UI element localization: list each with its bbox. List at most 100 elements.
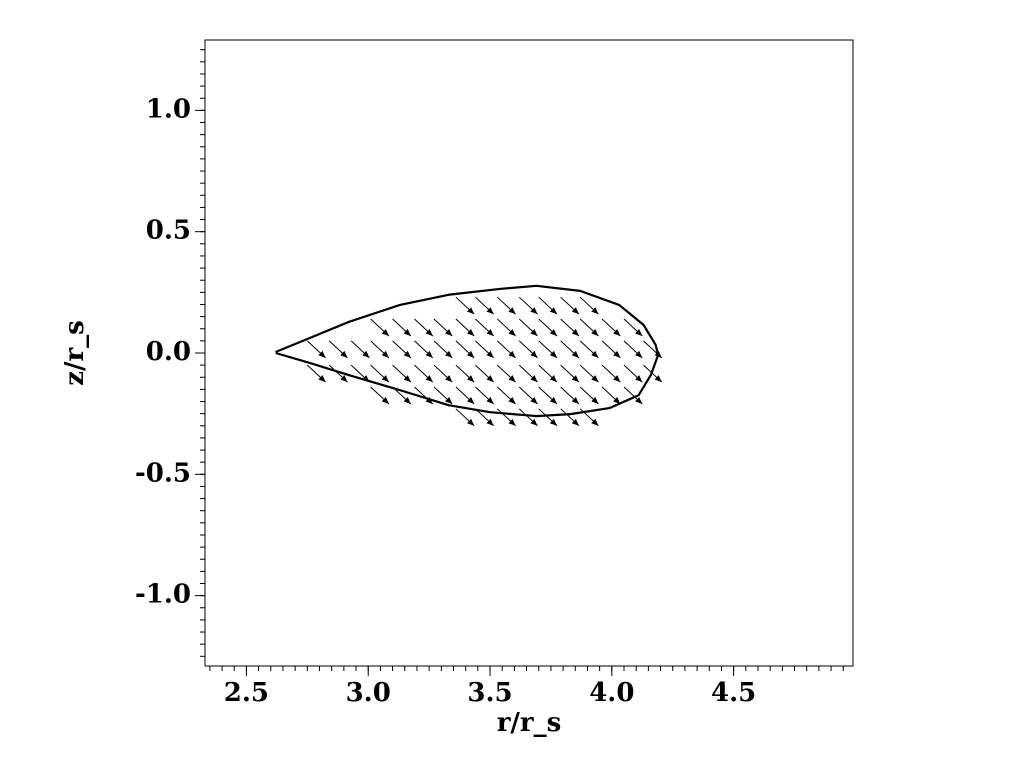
arrow-head: [508, 418, 516, 426]
arrow-head: [403, 350, 411, 358]
arrow-head: [467, 307, 475, 315]
arrow: [518, 296, 538, 315]
y-tick-label: 0.5: [146, 216, 191, 246]
arrow-head: [486, 396, 494, 404]
arrow-head: [571, 418, 579, 426]
arrow-head: [654, 350, 662, 358]
arrow-head: [486, 350, 494, 358]
arrow-head: [508, 375, 516, 383]
arrow: [455, 318, 475, 337]
y-axis-label: z/r_s: [60, 320, 90, 386]
arrow: [601, 318, 621, 337]
arrow-head: [467, 396, 475, 404]
arrow-head: [530, 350, 538, 358]
arrow-head: [635, 350, 643, 358]
arrow-head: [508, 396, 516, 404]
arrow-head: [530, 329, 538, 337]
arrow: [601, 340, 621, 359]
arrow-head: [425, 375, 433, 383]
arrow: [306, 364, 326, 383]
arrow-head: [318, 375, 326, 383]
arrow: [392, 340, 412, 359]
arrow-head: [549, 350, 558, 358]
arrow-head: [549, 375, 558, 383]
arrow-head: [549, 307, 558, 315]
arrow-head: [571, 307, 579, 315]
arrow: [370, 386, 390, 405]
arrow: [455, 408, 475, 427]
arrow: [538, 408, 558, 427]
arrow: [518, 408, 538, 427]
arrow: [328, 364, 348, 383]
arrow: [538, 318, 558, 337]
arrow-head: [571, 350, 579, 358]
arrow: [392, 318, 412, 337]
arrow-head: [486, 329, 494, 337]
arrow-head: [381, 350, 389, 358]
arrow-head: [486, 418, 494, 426]
arrow-head: [318, 350, 326, 358]
arrow: [560, 386, 580, 405]
arrow-head: [467, 329, 475, 337]
arrow-head: [467, 350, 475, 358]
arrow: [643, 364, 663, 383]
arrow: [560, 408, 580, 427]
x-tick-label: 2.5: [224, 678, 269, 708]
arrow: [475, 340, 495, 359]
arrow: [623, 318, 643, 337]
arrow: [518, 318, 538, 337]
arrow-head: [613, 329, 621, 337]
arrow: [538, 386, 558, 405]
arrow-head: [486, 307, 494, 315]
arrow: [496, 296, 516, 315]
arrow: [414, 364, 434, 383]
arrow-head: [591, 329, 599, 337]
arrow: [623, 364, 643, 383]
arrow: [433, 386, 453, 405]
arrow: [560, 364, 580, 383]
arrow: [433, 318, 453, 337]
y-tick-label: -0.5: [135, 458, 191, 488]
plot-frame: [204, 39, 854, 667]
arrow: [496, 318, 516, 337]
x-tick-label: 4.0: [589, 678, 634, 708]
arrow: [518, 364, 538, 383]
arrow: [414, 340, 434, 359]
arrow-head: [467, 375, 475, 383]
arrow-head: [403, 396, 411, 404]
arrow: [601, 386, 621, 405]
arrow: [623, 386, 643, 405]
arrow: [518, 340, 538, 359]
arrow-head: [445, 329, 453, 337]
arrow-head: [467, 418, 475, 426]
arrow-head: [425, 329, 433, 337]
arrow: [455, 386, 475, 405]
arrow: [433, 340, 453, 359]
arrow: [392, 364, 412, 383]
arrow: [496, 386, 516, 405]
arrow-head: [591, 375, 599, 383]
x-tick-label: 3.0: [346, 678, 391, 708]
arrow: [623, 340, 643, 359]
arrow: [370, 364, 390, 383]
arrow-head: [445, 375, 453, 383]
arrow: [475, 318, 495, 337]
arrow: [579, 340, 599, 359]
y-tick-label: 1.0: [146, 94, 191, 124]
arrow: [433, 364, 453, 383]
arrow: [306, 340, 326, 359]
arrow: [538, 340, 558, 359]
arrow-head: [362, 350, 370, 358]
x-tick-label: 4.5: [711, 678, 756, 708]
arrow-head: [613, 396, 621, 404]
arrow-head: [571, 375, 579, 383]
arrow-head: [403, 375, 411, 383]
arrow-head: [613, 350, 621, 358]
arrow-head: [530, 307, 538, 315]
arrow-head: [635, 396, 643, 404]
arrow: [455, 296, 475, 315]
y-tick-label: 0.0: [146, 337, 191, 367]
arrow-head: [549, 396, 558, 404]
arrow: [350, 340, 370, 359]
